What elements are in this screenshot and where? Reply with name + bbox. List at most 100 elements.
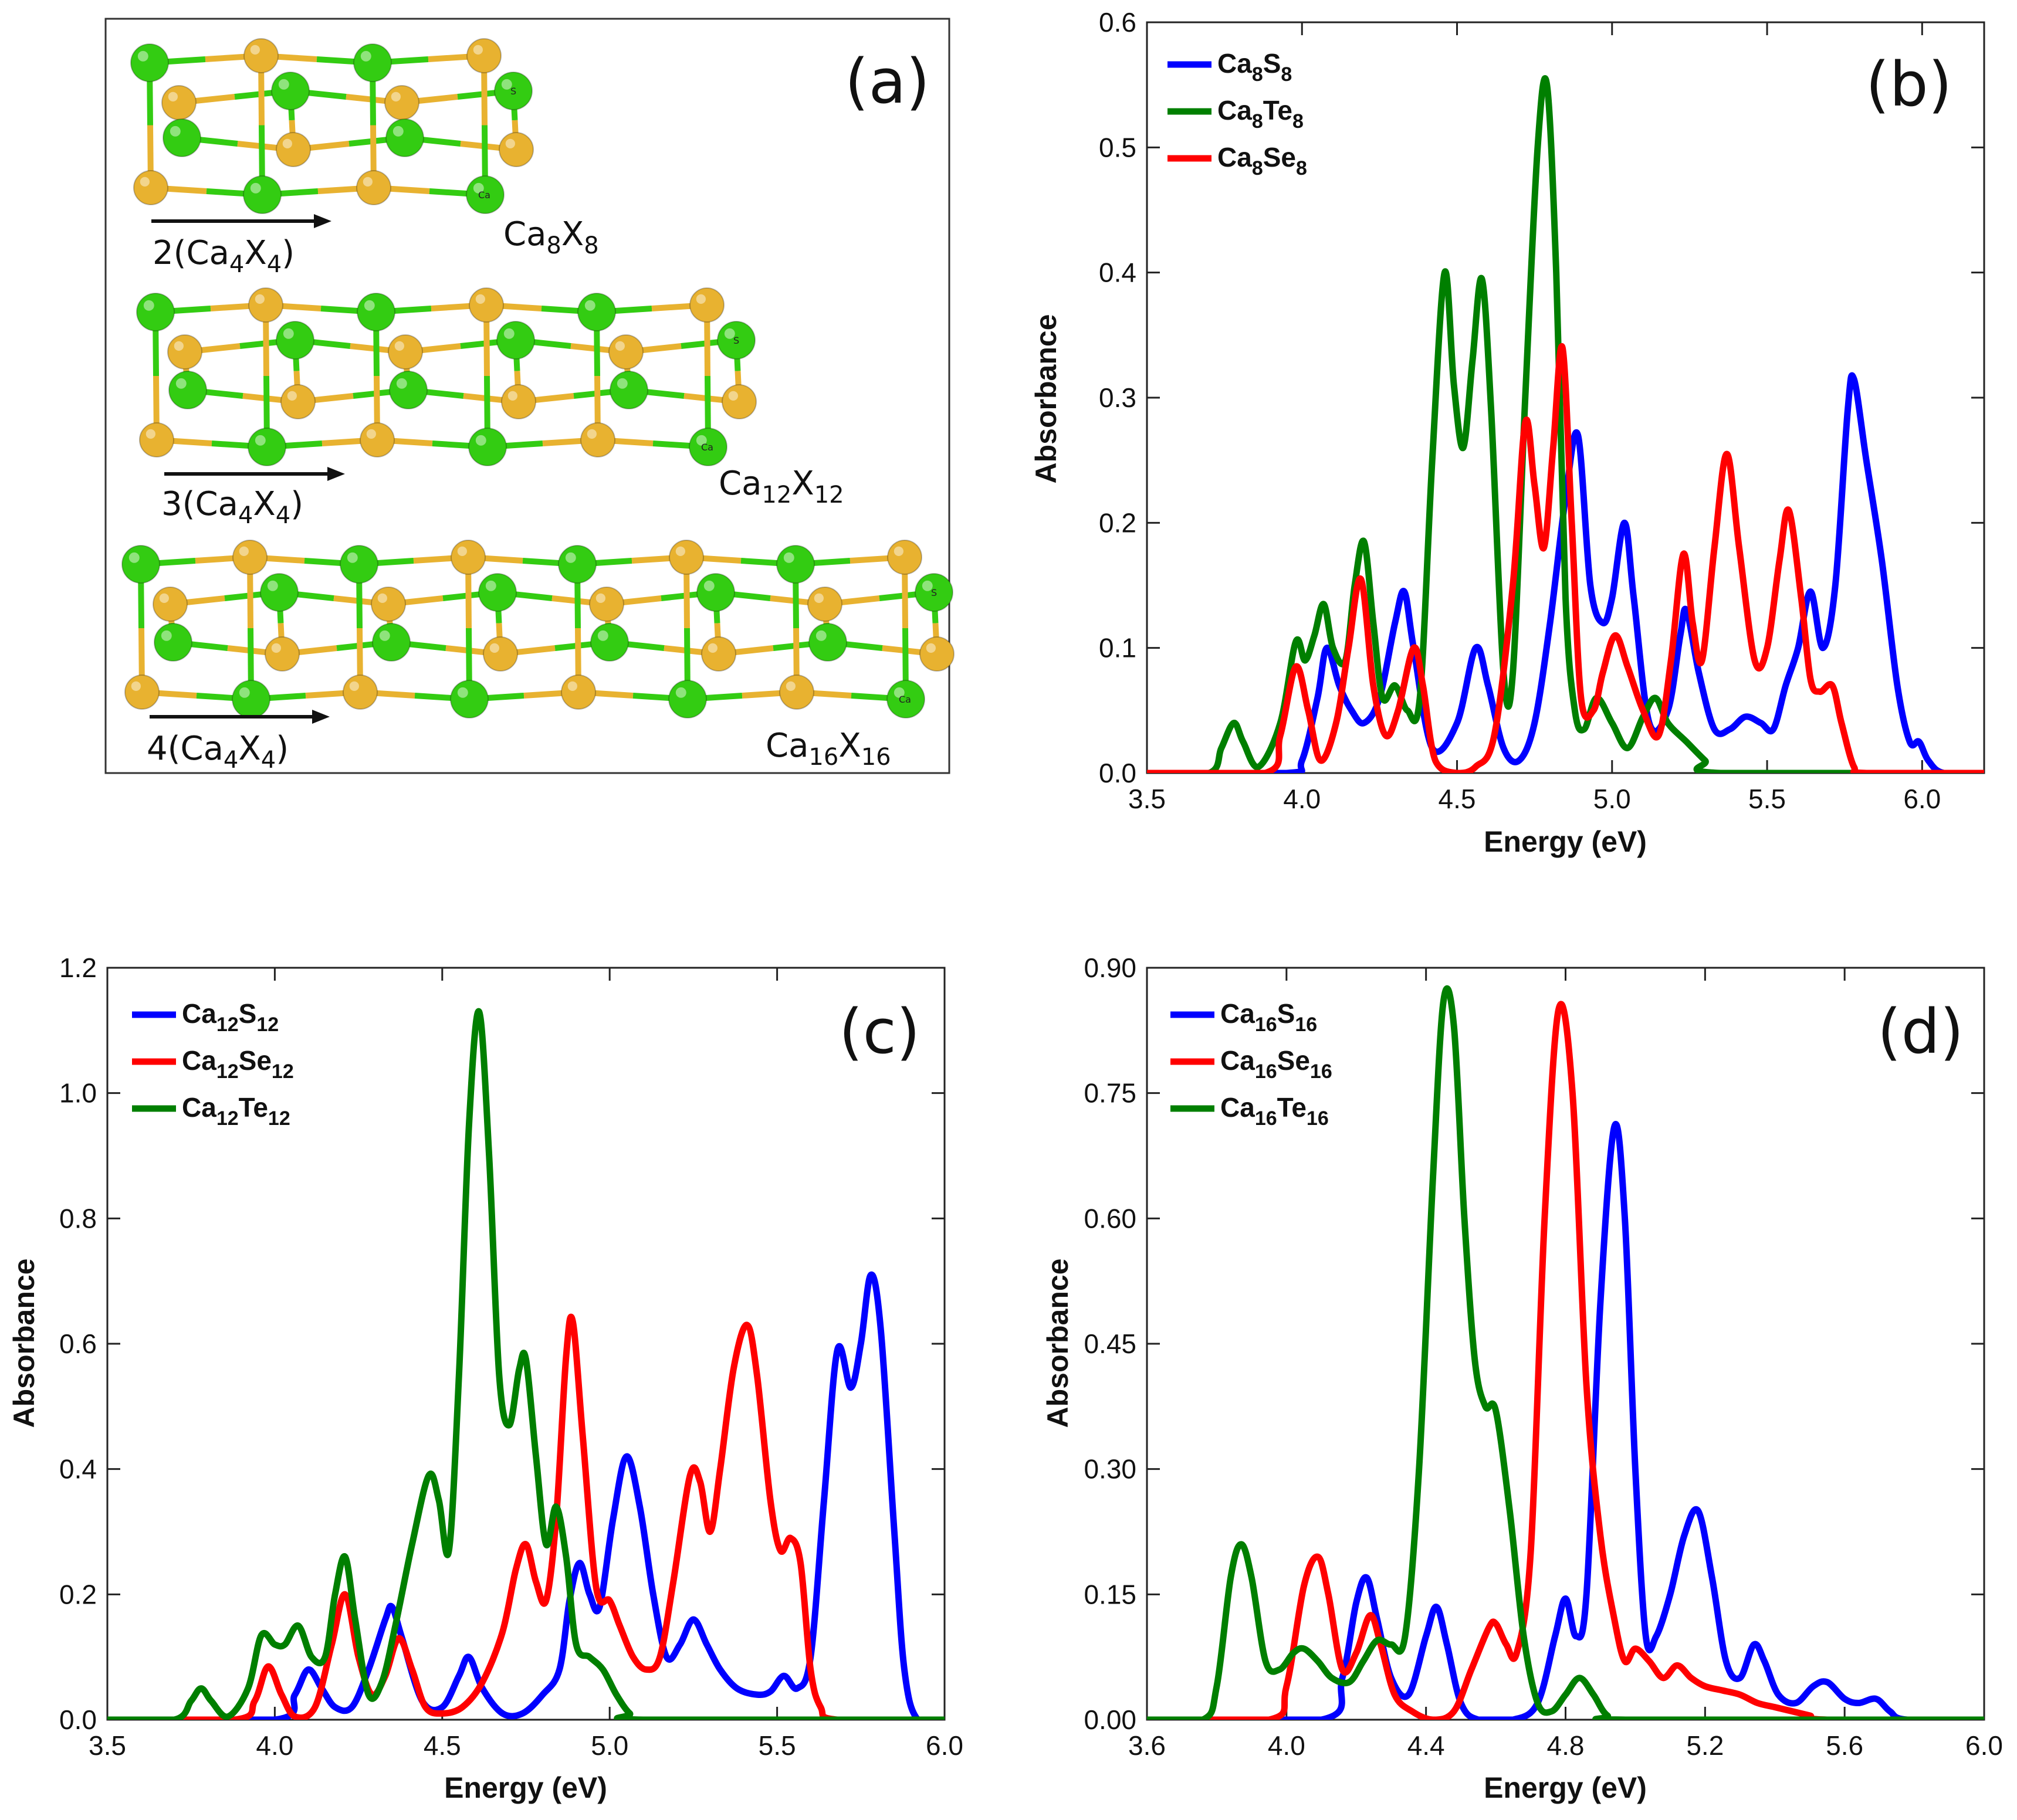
ca-atom — [385, 118, 424, 157]
x-atom — [608, 334, 644, 370]
ca-atom — [689, 428, 727, 466]
x-atom — [466, 38, 502, 73]
x-tick-label: 3.5 — [1128, 784, 1166, 814]
atom-highlight — [239, 687, 250, 698]
atomic-chains: S Ca S Ca S Ca — [121, 38, 955, 718]
y-tick-label: 0.45 — [1084, 1328, 1136, 1359]
legend-part: Ca — [182, 998, 216, 1029]
repeat-unit-label: 4(Ca4X4) — [147, 730, 289, 774]
atom-highlight — [379, 630, 390, 641]
legend-part: Ca — [1220, 998, 1255, 1029]
atom-highlight — [894, 687, 905, 698]
atom-label-ca: Ca — [478, 189, 490, 201]
series-line-Ca16Te16 — [1147, 985, 1984, 1720]
x-atom — [722, 384, 757, 419]
atom-highlight — [364, 300, 375, 311]
x-atom — [124, 675, 160, 710]
ca-atom — [340, 545, 378, 584]
repeat-unit-label: 2(Ca4X4) — [153, 234, 295, 278]
atom-highlight — [567, 681, 577, 691]
x-atom — [589, 587, 624, 622]
ca-atom — [357, 293, 395, 331]
repeat-unit-label: 3(Ca4X4) — [161, 485, 303, 529]
atom-highlight — [615, 341, 625, 351]
plot-area — [1146, 967, 1985, 1721]
atom-highlight — [170, 126, 181, 137]
series-group — [1147, 985, 1984, 1720]
atom-highlight — [584, 300, 595, 311]
x-atom — [356, 170, 391, 205]
legend-sub: 8 — [1281, 63, 1292, 86]
formula-label: Ca12X12 — [719, 465, 844, 509]
x-tick-label: 4.8 — [1547, 1730, 1585, 1761]
ca-atom — [496, 321, 535, 360]
atom-highlight — [507, 391, 517, 401]
legend-part: Ca — [1220, 1092, 1255, 1123]
row-3-annotation: 4(Ca4X4) Ca16X16 — [147, 710, 891, 774]
ca-atom — [696, 573, 735, 612]
ca-atom — [886, 680, 925, 718]
ca-atom — [468, 428, 507, 466]
atom-highlight — [501, 79, 512, 90]
panel-label: (d) — [1877, 996, 1964, 1067]
atom-highlight — [597, 630, 608, 641]
atom-highlight — [159, 593, 169, 603]
ca-atom — [276, 321, 314, 360]
ca-atom — [389, 371, 428, 409]
x-tick-label: 4.0 — [256, 1730, 293, 1761]
x-atom — [669, 540, 704, 575]
ca-atom — [610, 371, 648, 409]
atom-highlight — [926, 643, 936, 653]
atom-highlight — [396, 378, 407, 389]
atom-label-s: S — [733, 335, 739, 346]
atom-highlight — [457, 546, 467, 556]
x-atom — [451, 540, 486, 575]
atom-highlight — [140, 177, 150, 187]
atom-highlight — [595, 593, 605, 603]
x-atom — [161, 85, 197, 120]
atom-highlight — [696, 294, 706, 304]
x-atom — [388, 334, 423, 370]
legend-part: Te — [1263, 95, 1292, 126]
ca-atom — [163, 118, 201, 157]
ca-atom — [121, 545, 160, 584]
x-tick-label: 5.2 — [1686, 1730, 1724, 1761]
ca-atom — [494, 72, 533, 110]
atom-highlight — [922, 580, 933, 591]
panel-a: (a) S Ca S Ca S Ca 2(Ca4X4) Ca8X8 3(Ca4X4) Ca… — [104, 18, 955, 774]
ca-atom — [577, 293, 616, 331]
legend-part: Ca — [1217, 142, 1252, 172]
atom-highlight — [394, 341, 404, 351]
x-atom — [689, 287, 725, 323]
ca-atom — [590, 623, 629, 662]
atom-highlight — [475, 435, 486, 446]
x-atom — [384, 85, 419, 120]
y-tick-label: 0.60 — [1084, 1203, 1136, 1233]
legend-sub: 12 — [272, 1060, 294, 1083]
atom-highlight — [267, 580, 278, 591]
legend-part: Se — [1263, 142, 1296, 172]
ca-atom — [668, 680, 707, 718]
atom-highlight — [894, 546, 903, 556]
ca-atom — [717, 321, 756, 360]
atom-highlight — [349, 681, 359, 691]
legend-sub: 16 — [1255, 1060, 1277, 1083]
legend-label: Ca8Te8 — [1217, 95, 1304, 133]
atom-highlight — [505, 138, 515, 148]
formula-label: Ca8X8 — [503, 215, 599, 259]
x-atom — [501, 384, 536, 419]
x-atom — [483, 636, 518, 672]
legend-part: Ca — [1217, 95, 1252, 126]
atom-highlight — [143, 300, 154, 311]
ca-atom — [232, 680, 270, 718]
x-atom — [919, 636, 955, 672]
x-atom — [133, 170, 168, 205]
x-tick-label: 6.0 — [1965, 1730, 2003, 1761]
atom-label-ca: Ca — [701, 442, 713, 453]
atom-highlight — [786, 681, 796, 691]
ca-atom — [154, 623, 192, 662]
y-tick-label: 1.2 — [59, 953, 97, 983]
series-line-Ca12S12 — [107, 1271, 945, 1720]
x-tick-label: 4.0 — [1283, 784, 1321, 814]
